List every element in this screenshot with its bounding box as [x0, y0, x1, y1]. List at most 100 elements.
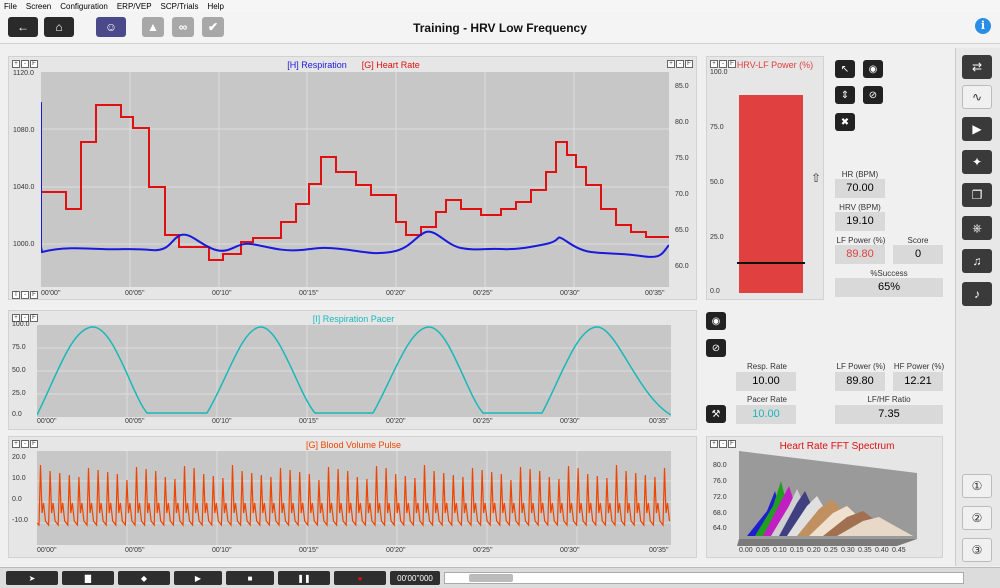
wrench-icon: ⚒ — [711, 408, 721, 420]
y-tick: 50.0 — [12, 367, 26, 374]
time-controls[interactable]: T-F — [12, 291, 38, 299]
y-tick: 80.0 — [713, 462, 727, 469]
back-button[interactable]: ← — [8, 17, 38, 37]
threshold-line[interactable] — [737, 262, 805, 265]
info-button[interactable]: i — [975, 18, 991, 34]
record-button[interactable]: ● — [334, 571, 386, 585]
y-tick: 100.0 — [12, 321, 30, 328]
marker-button[interactable]: ◆ — [118, 571, 170, 585]
menu-screen[interactable]: Screen — [25, 1, 52, 11]
threshold-up-button[interactable]: ↖ — [835, 60, 855, 78]
respiration-line — [40, 102, 670, 258]
x-tick: 00'20'' — [386, 547, 406, 554]
x-tick: 00'20'' — [386, 290, 406, 297]
top-plot-area — [40, 72, 670, 287]
x-tick: 00'30'' — [560, 290, 580, 297]
x-tick: 00'15'' — [299, 290, 319, 297]
gamepad-icon: ⎈ — [972, 220, 982, 235]
compass-icon: ➤ — [28, 573, 36, 583]
link-button[interactable]: ∞ — [172, 17, 194, 37]
graduation-cap-icon: ▲ — [147, 20, 159, 34]
users-button[interactable]: ☺ — [96, 17, 126, 37]
lf-power-value: 89.80 — [835, 245, 885, 264]
menu-file[interactable]: File — [4, 1, 17, 11]
zoom-controls-right[interactable]: + - F — [667, 60, 693, 68]
play-button[interactable]: ▶ — [174, 571, 222, 585]
collapse-button[interactable]: ✖ — [835, 113, 855, 131]
y-tick: 10.0 — [12, 475, 26, 482]
menu-erp-vep[interactable]: ERP/VEP — [116, 1, 152, 11]
range-button[interactable]: ⇕ — [835, 86, 855, 104]
music-button[interactable]: ♫ — [962, 249, 992, 273]
counter-clear-icon: ③ — [971, 543, 983, 557]
x-tick: 00'35'' — [645, 290, 665, 297]
heart-rate-line — [42, 104, 669, 261]
playback-bar: ➤ ▇ ◆ ▶ ■ ❚❚ ● 00'00''000 — [0, 567, 1000, 588]
pacer-settings-button[interactable]: ⚒ — [706, 405, 726, 423]
lf-power-value-2: 89.80 — [835, 372, 885, 391]
hrv-label: HRV (BPM) — [839, 203, 881, 212]
y-tick: 1120.0 — [13, 70, 34, 77]
pacer-plot-svg — [36, 325, 672, 417]
menu-scp-trials[interactable]: SCP/Trials — [160, 1, 199, 11]
legend-heart-rate: [G] Heart Rate — [361, 60, 420, 70]
home-button[interactable]: ⌂ — [44, 17, 74, 37]
y-tick: 1000.0 — [13, 241, 35, 248]
slides-button[interactable]: ❐ — [962, 183, 992, 207]
x-tick: 00'10'' — [212, 547, 232, 554]
counter-button-1[interactable]: ① — [962, 474, 992, 498]
x-tick: 0.10 — [773, 547, 787, 554]
stop-button[interactable]: ■ — [226, 571, 274, 585]
x-tick: 00'10'' — [212, 290, 232, 297]
users-icon: ☺ — [104, 20, 118, 34]
home-icon: ⌂ — [55, 20, 63, 34]
lf-power-label-2: LF Power (%) — [836, 362, 886, 371]
volume-button[interactable]: ♪ — [962, 282, 992, 306]
x-tick: 0.20 — [807, 547, 821, 554]
menu-configuration[interactable]: Configuration — [60, 1, 108, 11]
game-button[interactable]: ⎈ — [962, 216, 992, 240]
chart-legend: [H] Respiration [G] Heart Rate — [9, 60, 698, 70]
y-tick: 72.0 — [713, 494, 727, 501]
counter-reset-icon: ② — [971, 511, 983, 525]
trend-button[interactable]: ∿ — [962, 85, 992, 109]
pause-button[interactable]: ❚❚ — [278, 571, 330, 585]
y2-tick: 80.0 — [675, 119, 689, 126]
hide-button[interactable]: ⊘ — [863, 86, 883, 104]
pause-icon: ❚❚ — [297, 573, 311, 583]
stats-button[interactable]: ▇ — [62, 571, 114, 585]
zoom-controls[interactable]: + - F — [12, 440, 38, 448]
x-tick: 00'00'' — [37, 418, 57, 425]
swap-button[interactable]: ⇄ — [962, 55, 992, 79]
x-tick: 0.45 — [892, 547, 906, 554]
x-tick: 00'00'' — [37, 547, 57, 554]
counter-button-2[interactable]: ② — [962, 506, 992, 530]
bvp-plot-svg — [36, 451, 671, 545]
counter-button-3[interactable]: ③ — [962, 538, 992, 562]
training-button[interactable]: ▲ — [142, 17, 164, 37]
arrow-up-icon[interactable]: ⇧ — [811, 171, 822, 185]
check-icon: ✔ — [207, 20, 219, 34]
zoom-controls[interactable]: + - F — [710, 60, 736, 68]
x-tick: 0.15 — [790, 547, 804, 554]
zoom-controls[interactable]: + - F — [12, 314, 38, 322]
hrv-lf-bar-panel: + - F HRV-LF Power (%) 100.0 75.0 50.0 25.… — [706, 56, 824, 300]
puzzle-button[interactable]: ✦ — [962, 150, 992, 174]
check-button[interactable]: ✔ — [202, 17, 224, 37]
success-value: 65% — [835, 278, 943, 297]
zoom-controls-left[interactable]: + - F — [12, 60, 38, 68]
navigate-button[interactable]: ➤ — [6, 571, 58, 585]
x-tick: 00'30'' — [560, 547, 580, 554]
pacer-show-button[interactable]: ◉ — [706, 312, 726, 330]
video-button[interactable]: ▶ — [962, 117, 992, 141]
hr-value: 70.00 — [835, 179, 885, 198]
menu-help[interactable]: Help — [207, 1, 224, 11]
zoom-controls[interactable]: + - F — [710, 440, 736, 448]
hrv-value: 19.10 — [835, 212, 885, 231]
x-tick: 00'10'' — [212, 418, 232, 425]
scrollbar-thumb[interactable] — [469, 574, 513, 582]
show-button[interactable]: ◉ — [863, 60, 883, 78]
collapse-icon: ✖ — [840, 116, 850, 128]
pacer-hide-button[interactable]: ⊘ — [706, 339, 726, 357]
timeline-scrollbar[interactable] — [444, 572, 964, 584]
